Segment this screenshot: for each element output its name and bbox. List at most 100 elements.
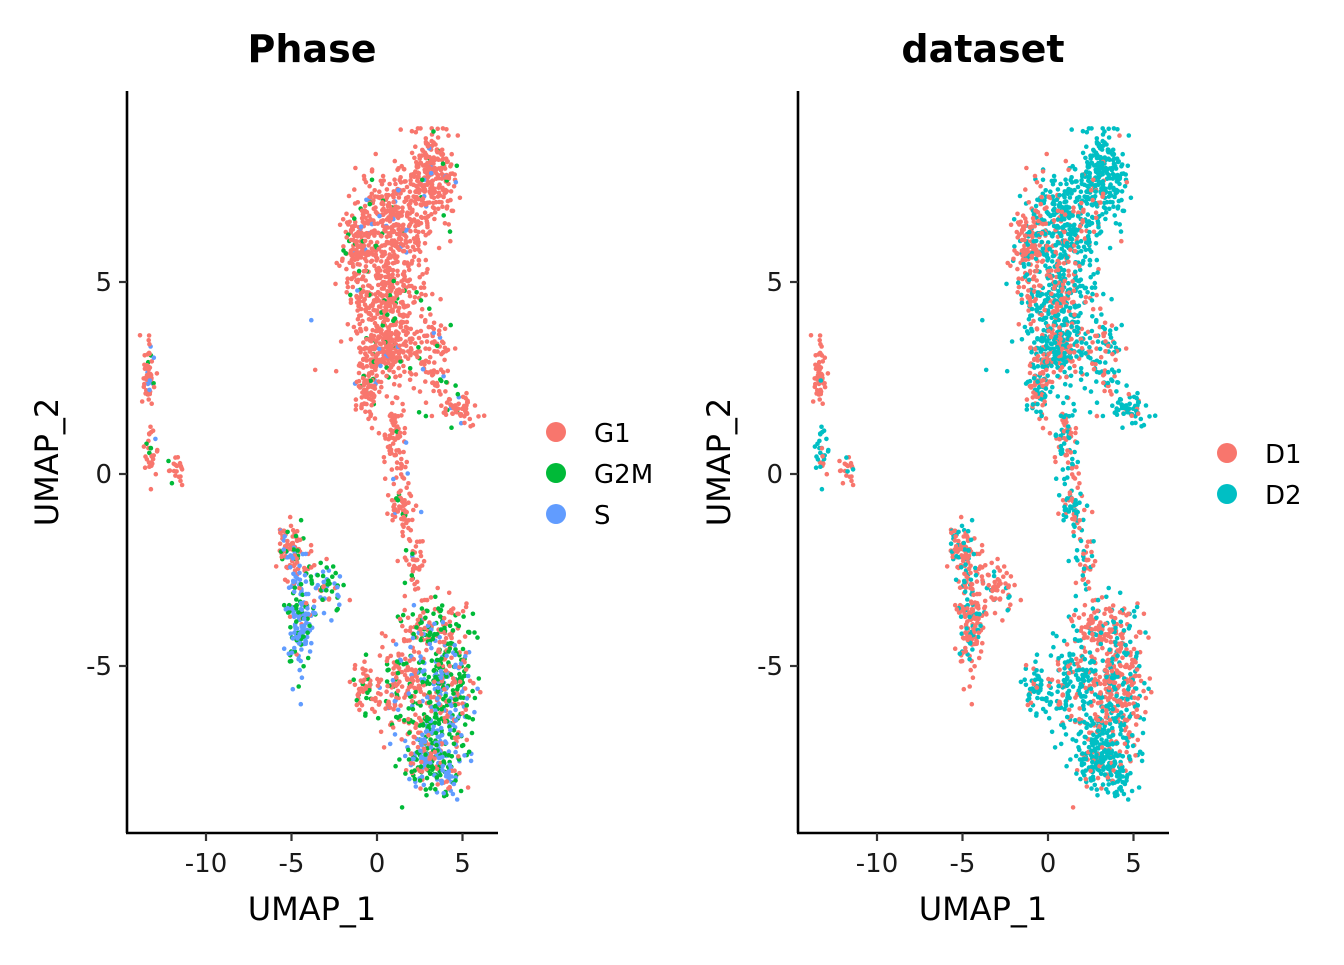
data-point [427, 757, 432, 762]
data-point [450, 209, 455, 214]
data-point [1018, 220, 1023, 225]
data-point [449, 635, 454, 640]
data-point [337, 602, 342, 607]
data-point [1139, 417, 1144, 422]
data-point [1092, 367, 1097, 372]
data-point [359, 686, 364, 691]
data-point [344, 267, 349, 272]
data-point [166, 459, 171, 464]
data-point [1034, 269, 1039, 274]
data-point [153, 437, 158, 442]
data-point [1080, 173, 1085, 178]
data-point [405, 326, 410, 331]
data-point [1089, 627, 1094, 632]
data-point [1062, 268, 1067, 273]
data-point [375, 312, 380, 317]
data-point [419, 298, 424, 303]
data-point [288, 625, 293, 630]
data-point [1141, 689, 1146, 694]
data-point [448, 239, 453, 244]
data-point [398, 127, 403, 132]
data-point [1070, 466, 1075, 471]
data-point [395, 424, 400, 429]
data-point [1045, 360, 1050, 365]
data-point [383, 335, 388, 340]
data-point [1062, 249, 1067, 254]
data-point [410, 129, 415, 134]
data-point [407, 562, 412, 567]
data-point [402, 718, 407, 723]
data-point [370, 426, 375, 431]
data-point [399, 279, 404, 284]
data-point [1078, 311, 1083, 316]
data-point [1035, 264, 1040, 269]
data-point [296, 657, 301, 662]
data-point [1083, 254, 1088, 259]
data-point [362, 659, 367, 664]
data-point [1078, 290, 1083, 295]
data-point [357, 322, 362, 327]
data-point [357, 371, 362, 376]
data-point [415, 175, 420, 180]
data-point [1102, 389, 1107, 394]
data-point [422, 692, 427, 697]
y-tick-label: 0 [95, 460, 112, 490]
data-point [351, 677, 356, 682]
data-point [1025, 248, 1030, 253]
data-point [1041, 169, 1046, 174]
data-point [389, 347, 394, 352]
data-point [419, 718, 424, 723]
data-point [1041, 426, 1046, 431]
data-point [1031, 390, 1036, 395]
data-point [1052, 174, 1057, 179]
data-point [1074, 555, 1079, 560]
data-point [441, 764, 446, 769]
data-point [437, 635, 442, 640]
data-point [1066, 559, 1071, 564]
data-point [1095, 154, 1100, 159]
data-point [1059, 255, 1064, 260]
data-point [1060, 286, 1065, 291]
data-point [1038, 284, 1043, 289]
data-point [426, 175, 431, 180]
data-point [450, 411, 455, 416]
data-point [1062, 323, 1067, 328]
data-point [149, 401, 154, 406]
data-point [432, 206, 437, 211]
data-point [1073, 305, 1078, 310]
data-point [418, 686, 423, 691]
data-point [401, 223, 406, 228]
data-point [1113, 358, 1118, 363]
data-point [1121, 209, 1126, 214]
data-point [428, 166, 433, 171]
data-point [411, 245, 416, 250]
data-point [1005, 261, 1010, 266]
data-point [180, 483, 185, 488]
data-point [473, 696, 478, 701]
data-point [1063, 482, 1068, 487]
data-point [1094, 210, 1099, 215]
data-point [1065, 395, 1070, 400]
data-point [1123, 172, 1128, 177]
data-point [1031, 216, 1036, 221]
data-point [440, 204, 445, 209]
data-point [430, 179, 435, 184]
data-point [394, 715, 399, 720]
data-point [1109, 377, 1114, 382]
data-point [1056, 351, 1061, 356]
data-point [292, 613, 297, 618]
data-point [436, 157, 441, 162]
data-point [397, 178, 402, 183]
data-point [282, 603, 287, 608]
data-point [1064, 208, 1069, 213]
data-point [1010, 339, 1015, 344]
data-point [1107, 207, 1112, 212]
data-point [1032, 299, 1037, 304]
data-point [444, 380, 449, 385]
data-point [446, 133, 451, 138]
data-point [420, 539, 425, 544]
data-point [434, 743, 439, 748]
data-point [429, 646, 434, 651]
data-point [379, 385, 384, 390]
data-point [1056, 241, 1061, 246]
